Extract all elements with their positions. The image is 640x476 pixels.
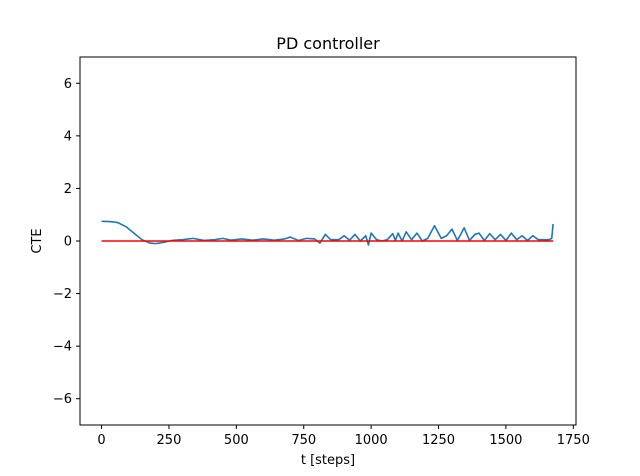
x-tick-label: 250 xyxy=(157,433,182,448)
y-axis: −6 −4 −2 0 2 4 6 xyxy=(53,77,80,407)
y-tick-label: −6 xyxy=(53,392,72,407)
y-tick-label: 4 xyxy=(64,129,72,144)
x-tick-label: 750 xyxy=(291,433,316,448)
x-axis: 0 250 500 750 1000 1250 1500 1750 xyxy=(97,425,590,448)
y-tick-label: 2 xyxy=(64,182,72,197)
y-tick-label: 0 xyxy=(64,235,72,250)
x-tick-label: 1750 xyxy=(557,433,590,448)
x-tick-label: 1500 xyxy=(489,433,522,448)
y-tick-label: 6 xyxy=(64,77,72,92)
y-tick-label: −2 xyxy=(53,287,72,302)
chart-title: PD controller xyxy=(276,34,380,53)
series-line-1 xyxy=(101,220,554,246)
x-tick-label: 1000 xyxy=(355,433,388,448)
x-tick-label: 500 xyxy=(224,433,249,448)
y-tick-label: −4 xyxy=(53,340,72,355)
x-tick-label: 1250 xyxy=(422,433,455,448)
x-tick-label: 0 xyxy=(97,433,105,448)
x-axis-label: t [steps] xyxy=(301,453,355,468)
y-axis-label: CTE xyxy=(30,228,45,253)
plot-area xyxy=(101,220,554,246)
